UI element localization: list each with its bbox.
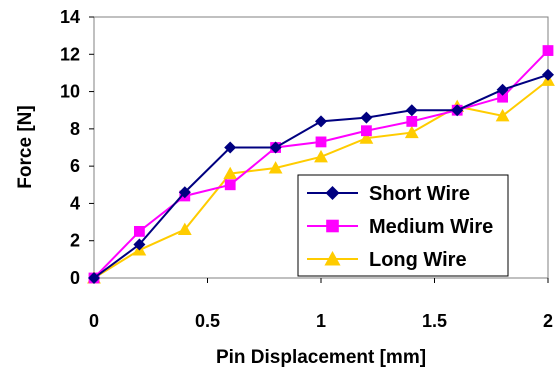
data-point bbox=[224, 141, 237, 154]
y-tick-label: 14 bbox=[60, 7, 80, 27]
data-point bbox=[315, 115, 327, 128]
data-point bbox=[451, 104, 464, 117]
data-point bbox=[359, 131, 374, 144]
series-short-wire bbox=[88, 68, 554, 284]
legend-item-long-wire: Long Wire bbox=[307, 249, 467, 271]
data-point bbox=[495, 108, 510, 122]
legend-marker bbox=[325, 186, 340, 200]
x-tick-label: 2 bbox=[543, 311, 553, 331]
legend-marker bbox=[326, 219, 339, 233]
y-tick-label: 2 bbox=[70, 231, 80, 251]
y-tick-label: 10 bbox=[60, 82, 80, 102]
y-tick-label: 6 bbox=[70, 156, 80, 176]
data-point bbox=[497, 91, 508, 103]
data-point bbox=[134, 225, 145, 237]
data-point bbox=[406, 116, 418, 127]
x-tick-label: 1 bbox=[316, 311, 326, 331]
legend: Short Wire Medium Wire Long Wire bbox=[297, 174, 509, 277]
legend-label: Long Wire bbox=[369, 249, 467, 271]
data-point bbox=[315, 136, 327, 148]
data-point bbox=[361, 125, 372, 137]
x-tick-label: 1.5 bbox=[422, 311, 447, 331]
data-point bbox=[177, 222, 192, 236]
data-point bbox=[542, 68, 554, 81]
x-tick-label: 0 bbox=[89, 311, 99, 331]
data-point bbox=[88, 272, 100, 284]
x-axis-label: Pin Displacement [mm] bbox=[216, 347, 426, 368]
data-point bbox=[496, 83, 509, 96]
data-point bbox=[405, 104, 418, 117]
data-point bbox=[223, 166, 238, 180]
x-tick-label: 0.5 bbox=[195, 311, 220, 331]
x-axis: 0 0.5 1 1.5 2 bbox=[89, 278, 553, 331]
data-point bbox=[314, 149, 328, 163]
data-point bbox=[268, 161, 283, 174]
data-point bbox=[178, 186, 191, 199]
legend-label: Medium Wire bbox=[369, 216, 493, 238]
data-point bbox=[133, 238, 146, 251]
data-point bbox=[542, 45, 554, 56]
legend-item-medium-wire: Medium Wire bbox=[307, 216, 493, 238]
y-axis: 0 2 4 6 8 10 12 14 bbox=[60, 7, 94, 288]
legend-marker bbox=[324, 250, 341, 266]
series-long-wire bbox=[87, 73, 555, 284]
data-point bbox=[224, 179, 236, 191]
series-layer bbox=[87, 45, 555, 284]
data-point bbox=[360, 111, 373, 124]
y-tick-label: 0 bbox=[70, 268, 80, 288]
y-tick-label: 8 bbox=[70, 119, 80, 139]
data-point bbox=[269, 141, 282, 154]
legend-item-short-wire: Short Wire bbox=[307, 183, 470, 205]
y-axis-label: Force [N] bbox=[15, 105, 36, 188]
legend-label: Short Wire bbox=[369, 183, 470, 205]
data-point bbox=[404, 125, 419, 139]
y-tick-label: 4 bbox=[70, 193, 80, 213]
y-tick-label: 12 bbox=[60, 44, 80, 64]
